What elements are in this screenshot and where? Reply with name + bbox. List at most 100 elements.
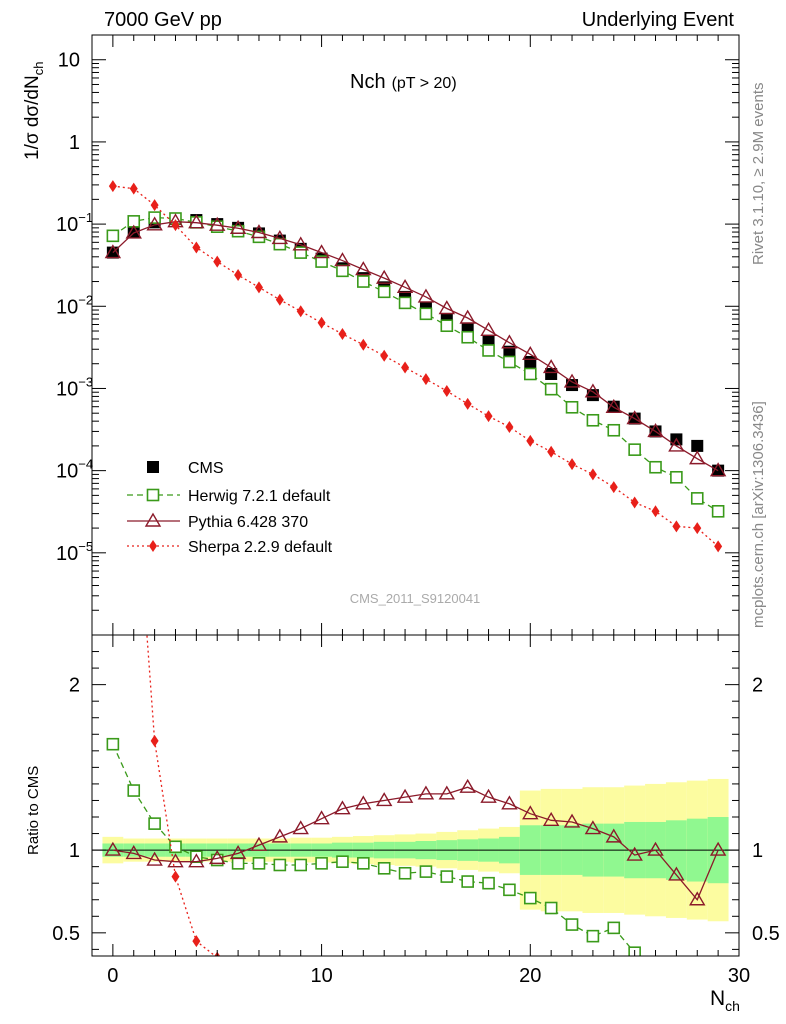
ratio-point <box>127 784 141 797</box>
data-point <box>522 345 539 361</box>
data-point <box>250 224 268 239</box>
data-point <box>338 327 347 340</box>
axes: 0 10 20 30 10 1 10−1 10−2 10−3 10−4 10−5 0.5 0.5 1 1 2 2 <box>52 34 780 987</box>
x-tick-label: 0 <box>107 965 118 987</box>
data-point <box>334 252 351 267</box>
data-point <box>213 255 222 268</box>
ratio-point <box>171 870 180 883</box>
ratio-point <box>668 866 685 881</box>
data-point <box>104 244 122 259</box>
data-point <box>693 522 702 535</box>
ratio-point <box>544 901 558 915</box>
data-point <box>647 423 664 438</box>
data-point <box>419 307 433 321</box>
data-point <box>108 180 117 193</box>
y-tick-label: 10−4 <box>56 457 93 483</box>
data-point <box>609 481 618 494</box>
legend-marker <box>147 461 159 473</box>
plot-title-sub: (pT > 20) <box>392 75 457 92</box>
ratio-point <box>273 858 287 872</box>
ratio-point <box>104 841 122 856</box>
ratio-point <box>192 935 201 948</box>
ratio-y-tick-label-right: 1 <box>752 840 763 862</box>
data-point <box>106 229 120 243</box>
main-y-axis-title-main: 1/σ dσ/dN <box>22 75 43 160</box>
ratio-point <box>271 828 289 843</box>
data-point <box>150 199 159 212</box>
data-point <box>396 278 414 294</box>
data-point <box>503 355 516 369</box>
ratio-point <box>647 841 664 856</box>
data-point <box>480 321 497 337</box>
data-point <box>547 445 556 458</box>
data-point <box>234 269 243 282</box>
ratio-y-tick-label-right: 2 <box>752 675 763 697</box>
ratio-point <box>188 853 205 868</box>
data-point <box>294 246 308 259</box>
data-point <box>670 470 683 484</box>
ratio-point <box>440 870 454 883</box>
series-line <box>112 221 719 472</box>
series-pythia <box>104 213 727 477</box>
ratio-y-axis-title: Ratio to CMS <box>25 766 42 855</box>
data-point <box>440 319 454 333</box>
ratio-point <box>355 795 372 810</box>
ratio-point <box>252 857 266 870</box>
legend-entry: Pythia 6.428 370 <box>127 512 308 531</box>
data-point <box>461 330 474 344</box>
data-point <box>586 413 600 427</box>
main-y-axis-title: 1/σ dσ/dNch <box>22 62 46 160</box>
data-point <box>482 334 495 347</box>
data-point <box>421 373 430 386</box>
data-point <box>125 224 142 239</box>
x-axis-title-main: N <box>710 987 725 1010</box>
analysis-watermark: CMS_2011_S9120041 <box>350 591 481 606</box>
data-point <box>271 230 289 245</box>
ratio-point <box>689 891 706 906</box>
ratio-point <box>125 845 142 860</box>
ratio-point <box>146 851 163 866</box>
legend-label: Herwig 7.2.1 default <box>188 488 331 505</box>
data-point <box>380 349 389 362</box>
ratio-point <box>169 840 182 854</box>
data-point <box>690 492 704 505</box>
legend-marker <box>146 488 160 502</box>
ratio-point <box>334 800 351 815</box>
data-point <box>398 296 412 310</box>
data-point <box>568 458 577 471</box>
rivet-label: Rivet 3.1.10, ≥ 2.9M events <box>750 83 767 266</box>
ratio-point <box>565 918 579 931</box>
data-point <box>377 285 391 299</box>
data-point <box>691 439 704 452</box>
legend-marker <box>149 540 157 552</box>
data-point <box>607 423 621 437</box>
legend-entry: Herwig 7.2.1 default <box>127 488 331 505</box>
data-point <box>563 373 581 388</box>
legend-marker <box>144 512 162 527</box>
series-herwig <box>106 211 725 518</box>
data-point <box>401 361 410 374</box>
data-point <box>359 338 368 351</box>
x-axis-title-sub: ch <box>725 998 740 1014</box>
ratio-point <box>503 883 516 897</box>
ratio-series-line <box>146 635 217 956</box>
ratio-uncertainty-bands <box>92 778 739 922</box>
ratio-point <box>419 865 433 878</box>
data-point <box>146 216 163 231</box>
ratio-point <box>209 849 226 865</box>
data-point <box>482 344 495 357</box>
data-point <box>526 434 535 447</box>
data-point <box>438 300 456 315</box>
ratio-point <box>313 810 330 825</box>
data-point <box>524 355 537 368</box>
ratio-point <box>292 820 309 835</box>
ratio-point <box>605 828 622 843</box>
y-tick-label: 10−1 <box>56 210 93 236</box>
data-point <box>463 397 472 410</box>
mcplots-label: mcplots.cern.ch [arXiv:1306.3436] <box>750 401 767 628</box>
legend: CMS Herwig 7.2.1 default Pythia 6.428 370 S… <box>127 460 333 556</box>
ratio-point <box>167 853 184 868</box>
ratio-point <box>563 813 581 828</box>
main-y-axis-title-sub: ch <box>31 62 46 76</box>
